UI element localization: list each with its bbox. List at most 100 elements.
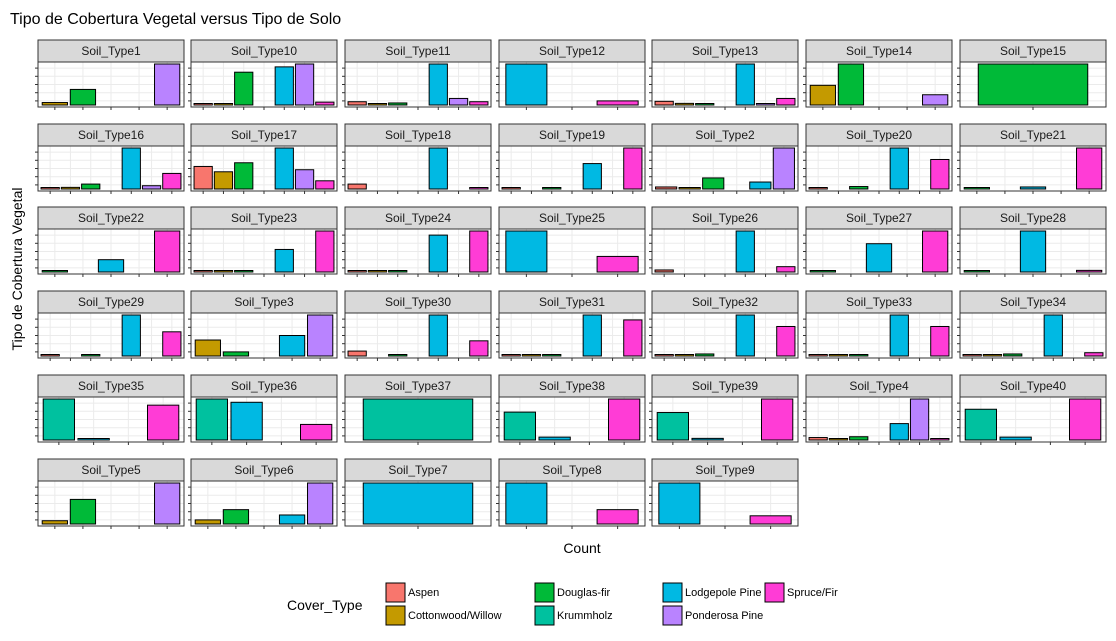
bar [776, 97, 796, 106]
panel-border [805, 312, 953, 359]
bar [162, 172, 182, 190]
facet-panel: Soil_Type12 [496, 39, 646, 110]
bar [963, 187, 990, 190]
facet-label: Soil_Type40 [1000, 379, 1066, 393]
bar [213, 171, 234, 190]
x-axis-title: Count [563, 540, 600, 556]
bar [193, 103, 213, 106]
bar [772, 147, 795, 190]
facet-label: Soil_Type9 [695, 463, 755, 477]
facet-label: Soil_Type15 [1000, 44, 1066, 58]
bar [977, 63, 1089, 106]
panel-border [344, 312, 492, 359]
panel-border [959, 145, 1107, 192]
bar [582, 163, 602, 190]
bar [623, 319, 643, 357]
facet-panels: Soil_Type1 Soil_Type10 Soil_Type11 Soil_Typ… [35, 39, 1107, 529]
facet-label: Soil_Type35 [78, 379, 144, 393]
facet-label: Soil_Type24 [385, 211, 451, 225]
bar [808, 437, 828, 441]
bar [154, 482, 181, 525]
legend-label: Lodgepole Pine [685, 587, 761, 599]
facet-label: Soil_Type30 [385, 295, 451, 309]
bar [596, 509, 639, 525]
legend-swatch [385, 582, 406, 603]
bar [428, 147, 448, 190]
facet-panel: Soil_Type6 [188, 458, 338, 529]
panel-border [959, 312, 1107, 359]
bar [121, 314, 141, 357]
panel-border [190, 145, 338, 192]
bar [147, 404, 180, 441]
bar [234, 162, 254, 190]
bar [1003, 353, 1023, 357]
bar [1076, 147, 1103, 190]
bar [347, 183, 367, 190]
bar [40, 187, 60, 190]
facet-label: Soil_Type33 [846, 295, 912, 309]
bar [1069, 398, 1102, 441]
bar [776, 325, 796, 357]
bar [294, 169, 315, 190]
panel-grid [499, 146, 645, 191]
bar [695, 353, 715, 357]
bar [347, 270, 367, 273]
facet-label: Soil_Type4 [849, 379, 909, 393]
bar [501, 354, 521, 357]
bar [658, 482, 701, 525]
facet-panel: Soil_Type39 [649, 374, 799, 445]
bar [889, 147, 909, 190]
facet-label: Soil_Type14 [846, 44, 912, 58]
facet-panel: Soil_Type22 [35, 206, 185, 277]
bar [274, 147, 294, 190]
bar [695, 103, 715, 106]
bar [347, 350, 367, 357]
bar [674, 102, 695, 106]
bar [194, 339, 221, 357]
facet-panel: Soil_Type4 [803, 374, 953, 445]
bar [749, 181, 772, 190]
legend-label: Cottonwood/Willow [408, 610, 502, 622]
facet-label: Soil_Type5 [81, 463, 141, 477]
legend-swatch [534, 582, 555, 603]
bar [889, 423, 909, 441]
bar [505, 230, 548, 273]
bar [654, 100, 674, 106]
facet-panel: Soil_Type1 [35, 39, 185, 110]
bar [97, 259, 125, 273]
bar [141, 185, 162, 190]
bar [194, 519, 221, 525]
bar [654, 354, 674, 357]
bar [809, 270, 836, 273]
bar [195, 398, 229, 441]
legend-label: Spruce/Fir [787, 587, 838, 599]
panel-border [37, 145, 185, 192]
facet-panel: Soil_Type16 [35, 123, 185, 194]
bar [655, 186, 678, 190]
bar [300, 423, 333, 441]
facet-panel: Soil_Type10 [188, 39, 338, 110]
facet-panel: Soil_Type17 [188, 123, 338, 194]
bar [849, 186, 869, 190]
panel-border [651, 480, 799, 527]
facet-panel: Soil_Type20 [803, 123, 953, 194]
facet-panel: Soil_Type28 [957, 206, 1107, 277]
panel-border [959, 61, 1107, 108]
panel-grid [499, 313, 645, 358]
facet-panel: Soil_Type21 [957, 123, 1107, 194]
panel-border [344, 480, 492, 527]
panel-border [498, 396, 646, 443]
bar [538, 436, 571, 441]
panel-border [805, 228, 953, 275]
bar [849, 354, 869, 357]
facet-panel: Soil_Type15 [957, 39, 1107, 110]
bar [735, 314, 755, 357]
facet-panel: Soil_Type18 [342, 123, 492, 194]
bar [542, 354, 562, 357]
bar [154, 230, 181, 273]
bar [367, 103, 388, 106]
panel-border [37, 396, 185, 443]
bar [922, 94, 949, 106]
bar [315, 180, 335, 190]
facet-panel: Soil_Type32 [649, 290, 799, 361]
